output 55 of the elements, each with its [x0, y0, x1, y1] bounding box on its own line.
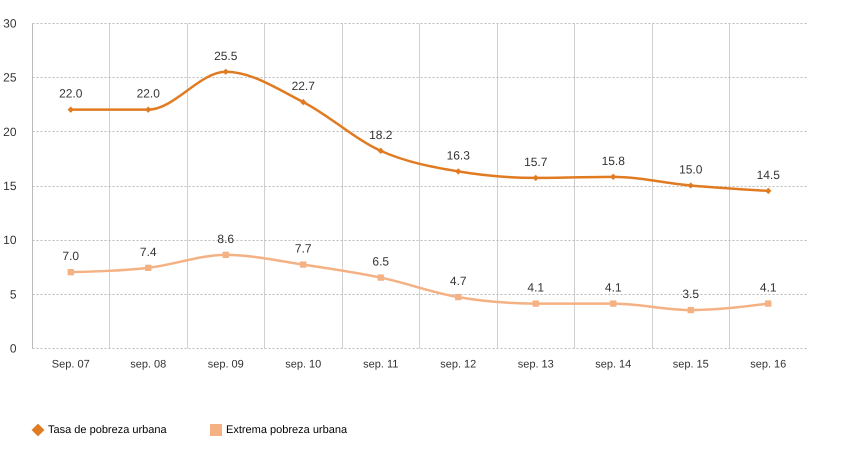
point: [378, 148, 384, 154]
y-tick-label: 15: [3, 179, 17, 193]
y-tick-label: 25: [3, 70, 17, 85]
point: [378, 274, 384, 281]
point: [300, 261, 306, 268]
y-tick-label: 0: [10, 342, 17, 356]
point: [532, 300, 539, 307]
data-label: 15.0: [679, 162, 703, 176]
point: [688, 182, 694, 189]
data-label: 7.7: [294, 242, 312, 256]
x-tick-label: sep. 09: [208, 358, 244, 370]
data-label: 3.5: [682, 287, 700, 302]
point: [765, 188, 772, 194]
data-label: 6.5: [372, 254, 390, 269]
data-label: 14.5: [756, 168, 780, 182]
data-label: 25.5: [214, 48, 238, 63]
x-tick-label: sep. 15: [672, 358, 709, 370]
y-tick-label: 5: [10, 287, 17, 302]
data-label: 4.1: [604, 280, 622, 295]
x-tick-label: sep. 12: [440, 358, 476, 370]
point: [300, 98, 306, 106]
data-label: 4.1: [527, 280, 544, 295]
data-label: 15.8: [602, 154, 626, 168]
point: [765, 300, 772, 307]
point: [455, 168, 462, 175]
data-label: 22.0: [136, 86, 160, 101]
data-label: 18.2: [369, 128, 393, 142]
point: [145, 264, 152, 271]
x-tick-label: sep. 08: [130, 358, 166, 370]
x-tick-label: sep. 10: [285, 358, 322, 370]
data-label: 22.0: [59, 86, 83, 101]
data-label: 22.7: [292, 79, 316, 94]
point: [610, 300, 616, 307]
legend-label: Tasa de pobreza urbana: [48, 424, 168, 436]
x-tick-label: sep. 13: [518, 358, 554, 370]
y-tick-label: 10: [3, 233, 17, 248]
data-label: 15.7: [524, 154, 548, 169]
x-tick-label: sep. 11: [363, 358, 398, 370]
point: [688, 306, 694, 314]
data-label: 4.7: [450, 274, 467, 288]
point: [68, 269, 74, 276]
x-tick-label: Sep. 07: [52, 358, 90, 370]
y-tick-label: 30: [3, 16, 17, 30]
data-label: 16.3: [446, 148, 470, 162]
legend-label: Extrema pobreza urbana: [226, 424, 348, 436]
data-label: 7.4: [140, 244, 157, 259]
point: [222, 252, 229, 258]
x-tick-label: sep. 16: [750, 358, 786, 370]
data-label: 7.0: [62, 249, 80, 264]
point: [455, 294, 462, 300]
y-tick-label: 20: [3, 124, 17, 139]
data-label: 8.6: [217, 232, 234, 246]
point: [532, 174, 539, 182]
data-label: 4.1: [760, 280, 777, 295]
x-tick-label: sep. 14: [595, 358, 632, 370]
